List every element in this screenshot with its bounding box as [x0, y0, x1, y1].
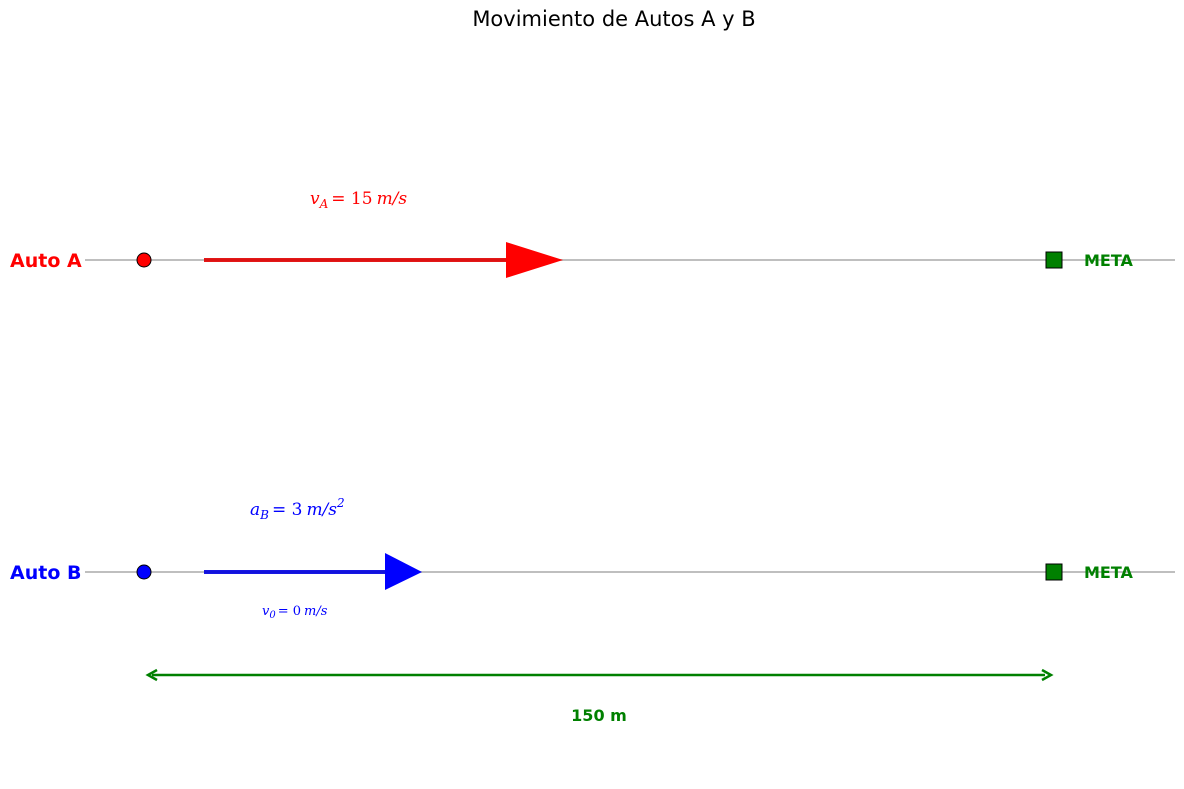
car-b-initial-velocity-label: v0 = 0 m/s — [262, 604, 328, 621]
car-b-acceleration-arrow — [204, 553, 422, 590]
distance-label: 150 m — [571, 706, 627, 725]
car-a-velocity-arrow — [204, 242, 563, 278]
distance-indicator: 150 m — [145, 668, 1054, 725]
diagram-title: Movimiento de Autos A y B — [472, 7, 755, 31]
car-b-acceleration-label: aB = 3 m/s2 — [250, 496, 345, 522]
distance-arrow-left-head — [145, 668, 158, 682]
car-a-lane: Auto A vA = 15 m/s META — [10, 189, 1175, 278]
car-b-marker — [136, 564, 152, 580]
distance-arrow-right-head — [1041, 668, 1054, 682]
car-b-goal-marker — [1045, 563, 1063, 581]
car-b-lane: Auto B aB = 3 m/s2 v0 = 0 m/s META — [10, 496, 1175, 621]
car-a-goal-marker — [1045, 251, 1063, 269]
car-a-label: Auto A — [10, 250, 82, 272]
car-a-velocity-label: vA = 15 m/s — [310, 189, 407, 211]
car-a-goal-label: META — [1084, 251, 1134, 270]
car-a-marker — [136, 252, 152, 268]
car-b-label: Auto B — [10, 562, 81, 584]
car-b-goal-label: META — [1084, 563, 1134, 582]
